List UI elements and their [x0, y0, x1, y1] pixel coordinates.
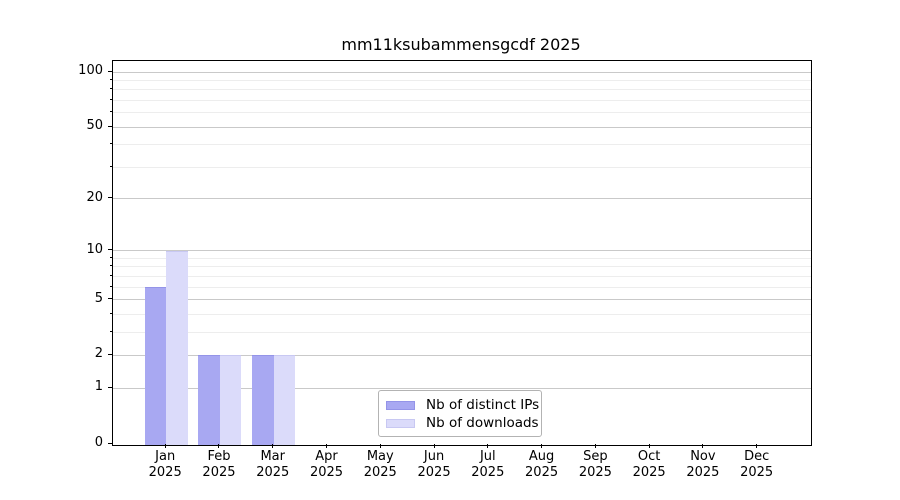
x-tick-jul — [487, 444, 489, 448]
minor-gridline-40 — [113, 144, 811, 146]
x-tick-label-jan: Jan 2025 — [148, 449, 182, 480]
y-tick-label-100: 100 — [78, 63, 103, 78]
x-tick-aug — [541, 444, 543, 448]
plot-area — [112, 60, 812, 446]
bar-mar-downloads — [273, 355, 296, 445]
legend-label-downloads: Nb of downloads — [426, 415, 539, 431]
y-minor-tick-90 — [110, 78, 112, 80]
x-tick-apr — [326, 444, 327, 448]
minor-gridline-60 — [113, 112, 811, 114]
y-minor-tick-4 — [110, 312, 112, 314]
x-tick-oct — [648, 444, 650, 448]
y-tick-label-20: 20 — [86, 189, 103, 205]
y-minor-tick-8 — [110, 265, 112, 267]
minor-gridline-9 — [113, 257, 811, 259]
y-tick-20 — [108, 197, 112, 199]
y-tick-1 — [108, 386, 112, 388]
y-tick-5 — [108, 298, 112, 300]
y-tick-2 — [108, 353, 112, 355]
y-minor-tick-80 — [110, 88, 112, 90]
bar-jan-downloads — [166, 250, 188, 445]
x-tick-nov — [702, 444, 704, 448]
x-tick-dec — [756, 444, 758, 448]
y-minor-tick-40 — [110, 143, 112, 145]
bar-feb-downloads — [219, 355, 242, 445]
x-tick-label-nov: Nov 2025 — [686, 449, 720, 480]
chart-title: mm11ksubammensgcdf 2025 — [341, 35, 581, 54]
y-minor-tick-70 — [110, 98, 112, 100]
x-tick-jun — [433, 444, 435, 448]
legend-swatch-downloads — [386, 418, 415, 428]
x-tick-may — [379, 444, 381, 448]
legend-label-distinct-ips: Nb of distinct IPs — [426, 397, 540, 413]
bar-mar-distinct-ips — [252, 355, 274, 445]
y-tick-label-5: 5 — [94, 290, 103, 306]
major-gridline-10 — [113, 250, 811, 252]
minor-gridline-30 — [113, 166, 811, 168]
y-minor-tick-60 — [110, 111, 112, 113]
x-tick-label-aug: Aug 2025 — [525, 449, 559, 480]
bar-feb-distinct-ips — [198, 355, 220, 445]
y-tick-100 — [108, 70, 112, 72]
legend: Nb of distinct IPs Nb of downloads — [378, 390, 542, 437]
major-gridline-100 — [113, 71, 811, 73]
x-tick-jan — [164, 444, 166, 448]
legend-item-downloads: Nb of downloads — [386, 415, 539, 431]
major-gridline-50 — [113, 126, 811, 128]
minor-gridline-90 — [113, 79, 811, 81]
major-gridline-1 — [113, 387, 811, 389]
major-gridline-2 — [113, 354, 811, 356]
y-tick-label-2: 2 — [94, 346, 103, 362]
legend-swatch-distinct-ips — [386, 400, 415, 410]
y-minor-tick-7 — [110, 274, 112, 276]
y-tick-label-1: 1 — [94, 379, 103, 395]
y-minor-tick-30 — [110, 165, 112, 167]
minor-gridline-6 — [113, 286, 811, 288]
minor-gridline-70 — [113, 99, 811, 101]
minor-gridline-80 — [113, 89, 811, 91]
x-tick-label-jun: Jun 2025 — [417, 449, 451, 480]
x-tick-mar — [272, 444, 274, 448]
x-tick-label-dec: Dec 2025 — [740, 449, 774, 480]
x-tick-label-sep: Sep 2025 — [578, 449, 612, 480]
y-tick-label-10: 10 — [86, 241, 103, 257]
minor-gridline-8 — [113, 266, 811, 268]
x-tick-label-feb: Feb 2025 — [202, 449, 236, 480]
bar-jan-distinct-ips — [144, 287, 167, 445]
major-gridline-5 — [113, 299, 811, 301]
legend-item-distinct-ips: Nb of distinct IPs — [386, 397, 539, 413]
x-tick-label-apr: Apr 2025 — [309, 449, 344, 480]
x-tick-label-may: May 2025 — [363, 449, 397, 480]
y-tick-10 — [108, 249, 112, 251]
major-gridline-20 — [113, 198, 811, 200]
minor-gridline-3 — [113, 331, 811, 333]
y-tick-label-50: 50 — [86, 118, 103, 134]
x-tick-sep — [594, 444, 596, 448]
y-minor-tick-3 — [110, 330, 112, 332]
y-tick-50 — [108, 125, 112, 127]
y-minor-tick-6 — [110, 285, 112, 287]
minor-gridline-7 — [113, 275, 811, 277]
minor-gridline-4 — [113, 313, 811, 315]
x-tick-label-mar: Mar 2025 — [256, 449, 290, 480]
x-tick-label-oct: Oct 2025 — [632, 449, 666, 480]
y-tick-label-0: 0 — [94, 435, 103, 450]
y-minor-tick-9 — [110, 256, 112, 258]
y-tick-0 — [108, 442, 112, 444]
x-tick-feb — [218, 444, 220, 448]
x-tick-label-jul: Jul 2025 — [471, 449, 505, 480]
